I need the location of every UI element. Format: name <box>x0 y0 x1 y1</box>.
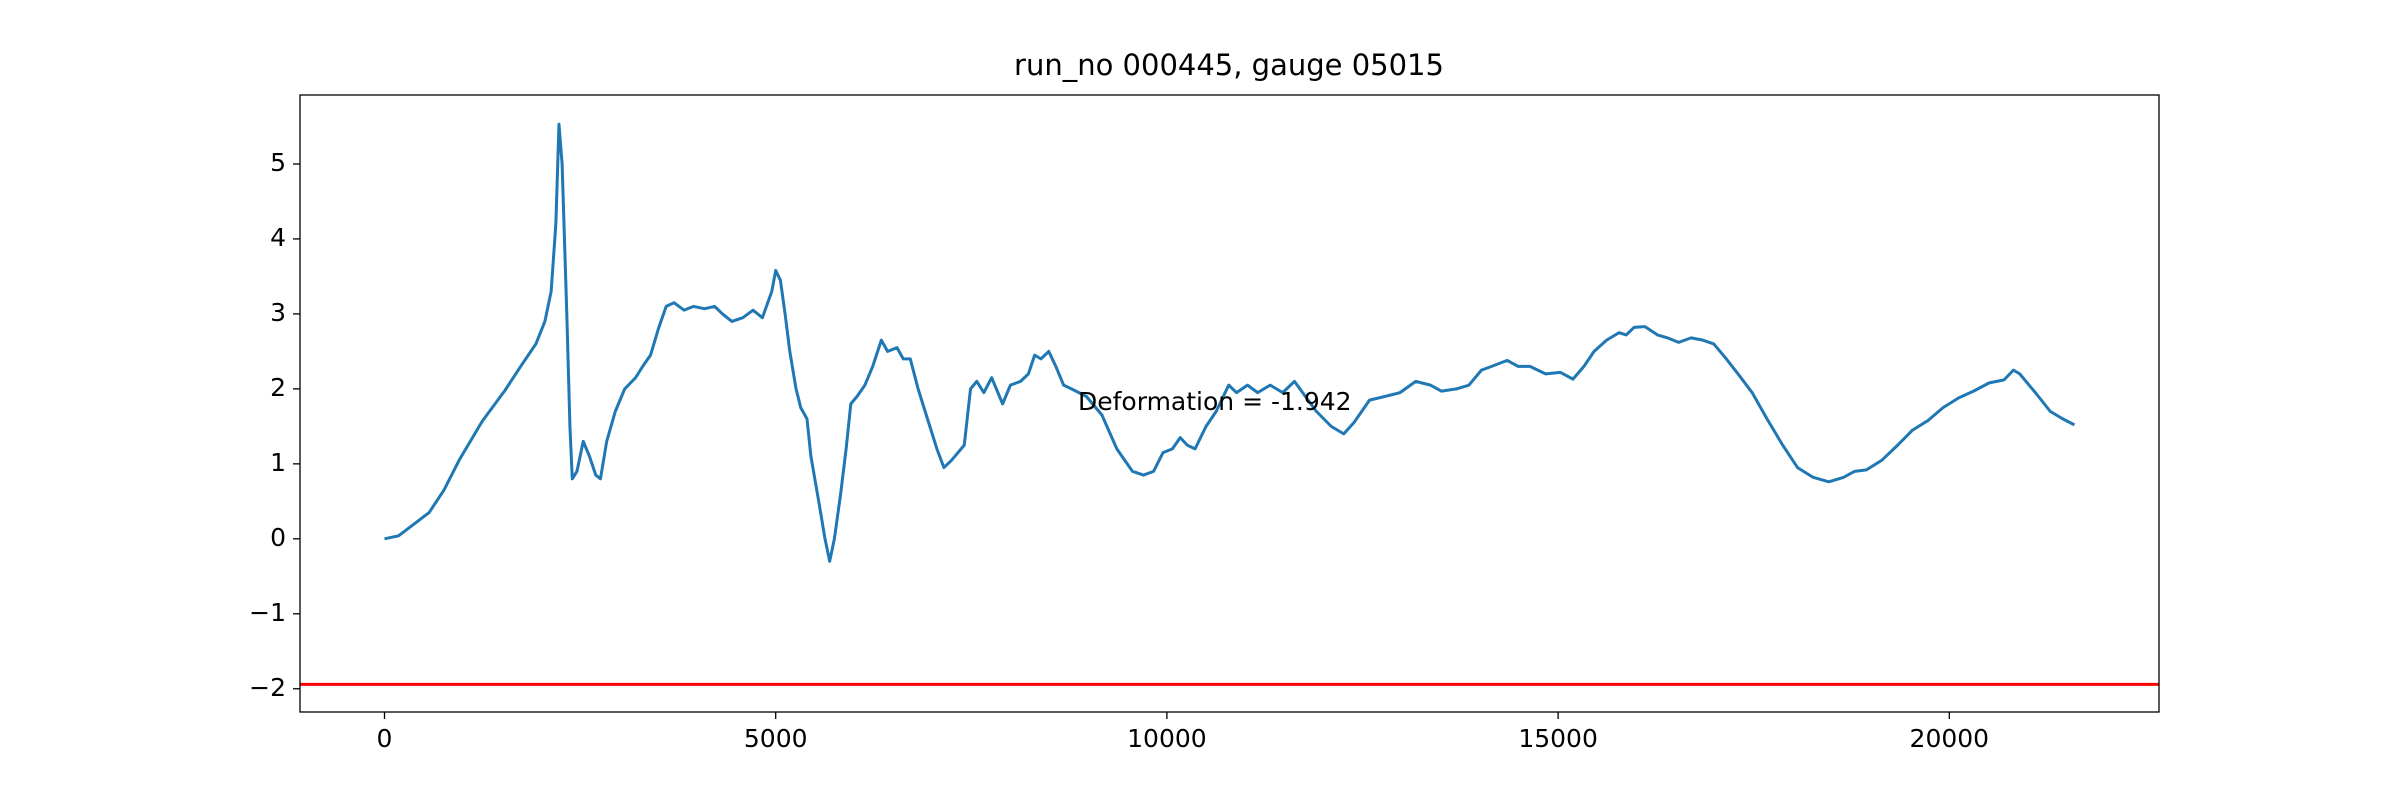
chart-title: run_no 000445, gauge 05015 <box>1014 48 1444 82</box>
x-tick-label: 0 <box>377 724 393 753</box>
plot-frame <box>299 94 2160 713</box>
y-tick-label: −2 <box>249 673 286 702</box>
data-line <box>384 122 2076 563</box>
x-tick-label: 10000 <box>1127 724 1207 753</box>
x-tick-label: 5000 <box>744 724 808 753</box>
y-tick-label: 2 <box>270 373 286 402</box>
y-tick-label: −1 <box>249 598 286 627</box>
x-tick-label: 15000 <box>1518 724 1598 753</box>
x-tick-label: 20000 <box>1910 724 1990 753</box>
y-tick-label: 0 <box>270 523 286 552</box>
y-tick-label: 1 <box>270 448 286 477</box>
y-tick-label: 3 <box>270 298 286 327</box>
y-tick-label: 5 <box>270 148 286 177</box>
y-tick-label: 4 <box>270 223 286 252</box>
annotation: Deformation = -1.942 <box>1078 387 1352 416</box>
